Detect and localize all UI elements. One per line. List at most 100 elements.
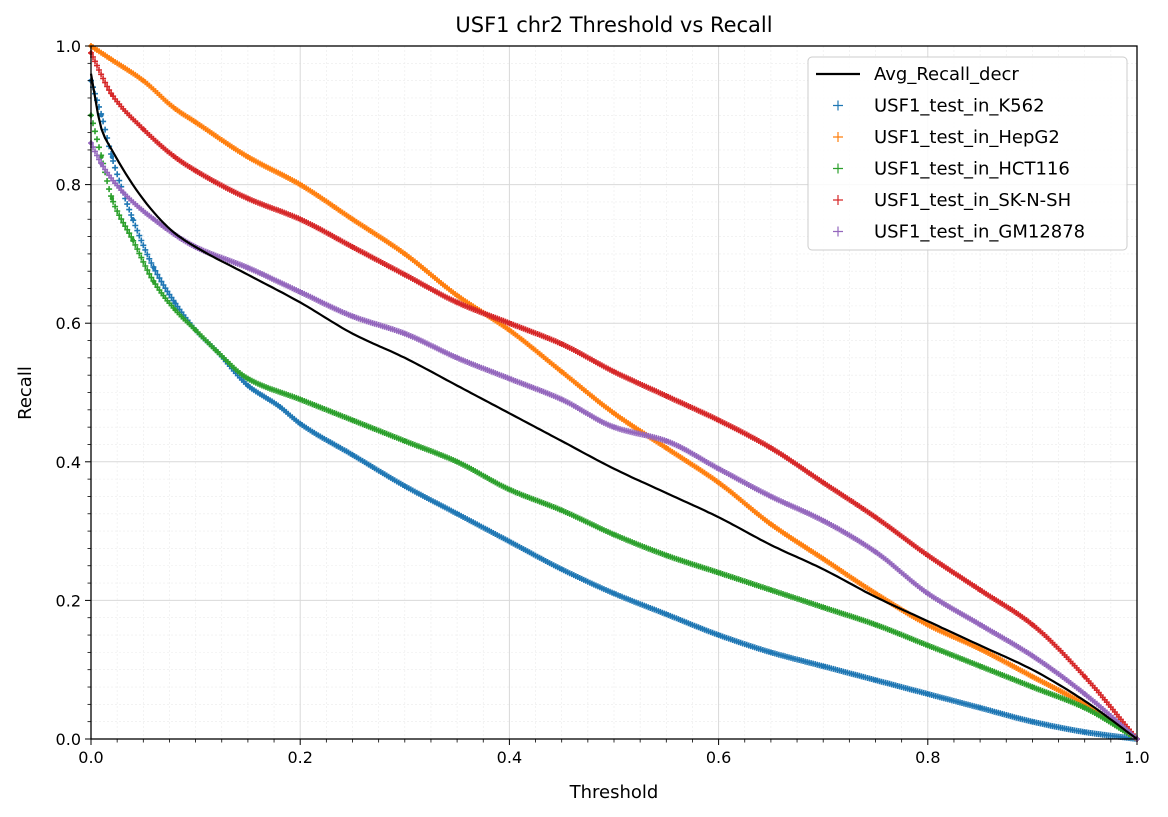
data-point-usf1-test-in-k562 — [172, 300, 177, 305]
data-point-usf1-test-in-hepg2 — [507, 327, 512, 333]
data-point-usf1-test-in-hct116 — [454, 459, 460, 464]
legend-item-usf1-test-in-hepg2: USF1_test_in_HepG2 — [833, 127, 1060, 148]
legend-label: USF1_test_in_GM12878 — [874, 222, 1085, 243]
x-tick-label: 0.4 — [497, 748, 522, 767]
data-point-usf1-test-in-hct116 — [664, 553, 669, 558]
data-point-usf1-test-in-hct116 — [151, 279, 156, 284]
data-point-usf1-test-in-hct116 — [507, 487, 512, 492]
data-point-usf1-test-in-gm12878 — [664, 438, 669, 444]
data-point-usf1-test-in-k562 — [402, 483, 407, 489]
data-point-usf1-test-in-hct116 — [821, 605, 826, 610]
data-point-usf1-test-in-hepg2 — [821, 556, 826, 562]
series-avg-recall-decr — [89, 73, 1138, 740]
data-point-usf1-test-in-hepg2 — [454, 293, 460, 298]
data-point-usf1-test-in-hct116 — [768, 587, 774, 593]
data-point-usf1-test-in-sk-n-sh — [716, 418, 721, 423]
legend-item-usf1-test-in-sk-n-sh: USF1_test_in_SK-N-SH — [833, 190, 1071, 211]
data-point-usf1-test-in-gm12878 — [1030, 653, 1035, 659]
axis-ticks: 0.0 0.2 0.4 0.6 0.8 1.0 0.0 0.2 0.4 0.6 0.8 1.0 — [56, 37, 1150, 767]
data-point-usf1-test-in-gm12878 — [151, 217, 156, 222]
data-point-usf1-test-in-sk-n-sh — [350, 244, 355, 250]
data-point-usf1-test-in-gm12878 — [507, 376, 512, 381]
data-point-usf1-test-in-hct116 — [130, 237, 136, 243]
data-point-usf1-test-in-hct116 — [1030, 684, 1035, 690]
y-axis-label: Recall — [15, 366, 36, 420]
data-point-usf1-test-in-hepg2 — [873, 591, 878, 596]
y-tick-label: 0.4 — [56, 453, 81, 472]
data-point-usf1-test-in-sk-n-sh — [402, 272, 407, 277]
data-point-usf1-test-in-hepg2 — [350, 217, 355, 222]
data-point-usf1-test-in-k562 — [1082, 729, 1087, 735]
data-point-usf1-test-in-hct116 — [214, 348, 219, 354]
data-point-usf1-test-in-sk-n-sh — [245, 196, 251, 201]
data-point-usf1-test-in-k562 — [821, 664, 826, 669]
data-point-usf1-test-in-gm12878 — [350, 314, 355, 319]
data-point-usf1-test-in-gm12878 — [977, 622, 983, 627]
data-point-usf1-test-in-k562 — [109, 154, 115, 160]
data-point-usf1-test-in-hepg2 — [716, 480, 721, 485]
data-point-usf1-test-in-hepg2 — [402, 251, 407, 257]
data-point-usf1-test-in-hepg2 — [559, 369, 564, 374]
data-point-usf1-test-in-gm12878 — [298, 289, 303, 295]
data-point-usf1-test-in-gm12878 — [611, 424, 617, 430]
data-point-usf1-test-in-k562 — [245, 383, 251, 388]
data-point-usf1-test-in-k562 — [664, 612, 669, 617]
legend-swatch — [833, 163, 843, 174]
data-point-usf1-test-in-k562 — [873, 677, 878, 683]
series-line-avg-recall-decr — [89, 73, 1138, 740]
data-point-usf1-test-in-hepg2 — [141, 78, 146, 83]
data-point-usf1-test-in-hepg2 — [172, 106, 177, 111]
data-point-usf1-test-in-sk-n-sh — [821, 480, 826, 485]
data-point-usf1-test-in-gm12878 — [1082, 691, 1087, 697]
data-point-usf1-test-in-hepg2 — [245, 154, 251, 160]
data-point-usf1-test-in-k562 — [559, 567, 564, 572]
data-point-usf1-test-in-hct116 — [245, 376, 251, 381]
data-point-usf1-test-in-gm12878 — [99, 161, 104, 167]
data-point-usf1-test-in-hepg2 — [1030, 674, 1035, 679]
data-point-usf1-test-in-sk-n-sh — [109, 92, 115, 97]
data-point-usf1-test-in-hct116 — [298, 397, 303, 402]
legend-swatch — [833, 226, 843, 237]
data-point-usf1-test-in-hct116 — [873, 622, 878, 627]
data-point-usf1-test-in-sk-n-sh — [507, 321, 512, 326]
data-point-usf1-test-in-sk-n-sh — [925, 553, 930, 558]
data-point-usf1-test-in-hepg2 — [193, 120, 198, 125]
data-point-usf1-test-in-gm12878 — [559, 397, 564, 402]
data-point-usf1-test-in-gm12878 — [768, 494, 774, 499]
data-point-usf1-test-in-hct116 — [611, 532, 617, 537]
data-point-usf1-test-in-k562 — [925, 691, 930, 697]
data-point-usf1-test-in-k562 — [611, 591, 617, 596]
legend-label: USF1_test_in_HCT116 — [874, 159, 1070, 180]
data-point-usf1-test-in-sk-n-sh — [768, 445, 774, 451]
data-point-usf1-test-in-hct116 — [559, 508, 564, 513]
data-point-usf1-test-in-sk-n-sh — [873, 515, 878, 520]
data-point-usf1-test-in-sk-n-sh — [193, 168, 198, 173]
data-point-usf1-test-in-hct116 — [716, 570, 721, 575]
legend-item-usf1-test-in-gm12878: USF1_test_in_GM12878 — [833, 222, 1085, 243]
data-point-usf1-test-in-k562 — [977, 705, 983, 711]
data-point-usf1-test-in-hct116 — [109, 196, 115, 201]
data-point-usf1-test-in-sk-n-sh — [664, 393, 669, 399]
data-point-usf1-test-in-sk-n-sh — [611, 369, 617, 374]
legend-item-usf1-test-in-k562: USF1_test_in_K562 — [833, 96, 1045, 117]
data-point-usf1-test-in-k562 — [277, 404, 282, 409]
data-point-usf1-test-in-sk-n-sh — [454, 300, 460, 305]
data-point-usf1-test-in-hct116 — [172, 307, 177, 312]
legend-box — [807, 56, 1128, 251]
data-point-usf1-test-in-gm12878 — [120, 189, 125, 194]
legend-swatch — [833, 195, 843, 205]
data-point-usf1-test-in-k562 — [298, 421, 303, 426]
data-point-usf1-test-in-gm12878 — [821, 518, 826, 523]
data-point-usf1-test-in-sk-n-sh — [1082, 674, 1087, 679]
data-point-usf1-test-in-hct116 — [1082, 705, 1087, 711]
data-point-usf1-test-in-hepg2 — [977, 646, 983, 652]
data-point-usf1-test-in-hct116 — [402, 438, 407, 444]
y-tick-label: 0.0 — [56, 730, 81, 749]
data-point-usf1-test-in-gm12878 — [454, 355, 460, 361]
x-tick-label: 1.0 — [1124, 748, 1149, 767]
legend-item-avg-recall-decr: Avg_Recall_decr — [816, 64, 1019, 85]
data-point-usf1-test-in-hepg2 — [611, 411, 617, 416]
legend-label: Avg_Recall_decr — [874, 64, 1019, 85]
data-point-usf1-test-in-hct116 — [99, 154, 104, 160]
